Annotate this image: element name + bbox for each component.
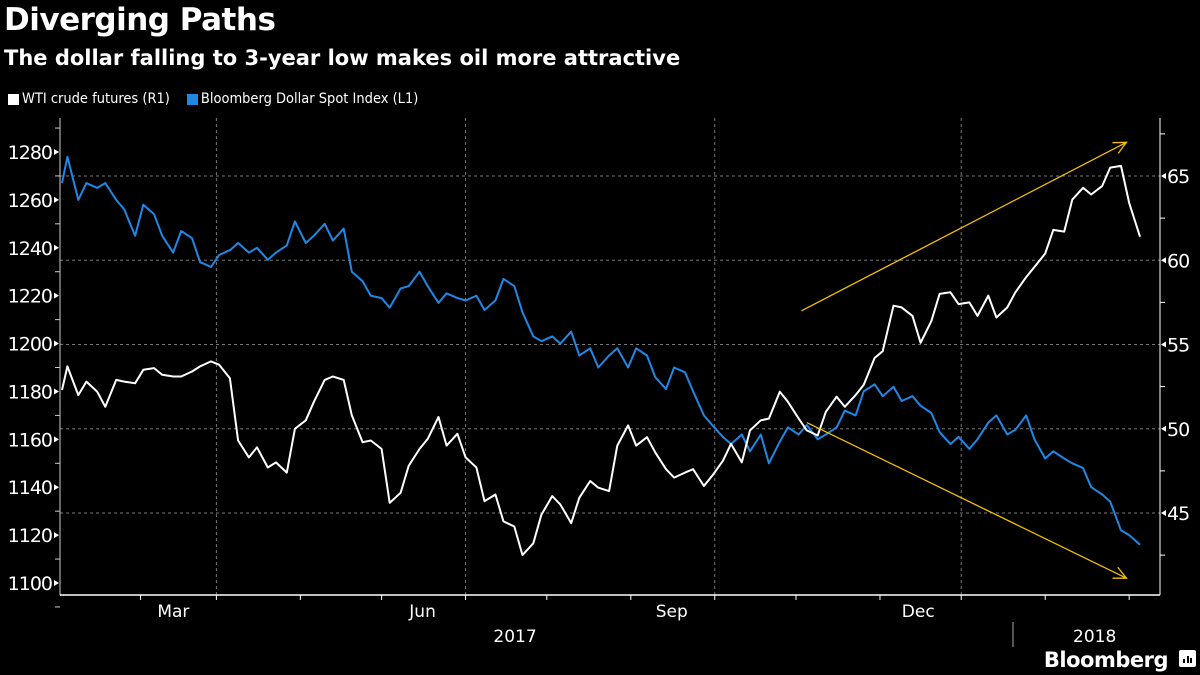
left-tick-label: 1160 xyxy=(8,429,52,451)
left-tick-marker xyxy=(54,244,59,251)
dollar-down-trend-arrow-head xyxy=(1112,566,1128,579)
right-tick-marker xyxy=(1161,425,1166,432)
right-tick-marker xyxy=(1161,257,1166,264)
legend-swatch-dollar-index xyxy=(186,93,198,105)
legend-item-dollar-index[interactable]: Bloomberg Dollar Spot Index (L1) xyxy=(186,91,419,107)
left-tick-marker xyxy=(54,388,59,395)
left-tick-label: 1280 xyxy=(8,142,52,164)
bloomberg-chart-icon xyxy=(1179,650,1196,667)
left-tick-marker xyxy=(54,149,59,155)
left-tick-marker xyxy=(54,580,59,586)
trend-arrows xyxy=(801,141,1128,579)
wti-crude-line xyxy=(61,164,1141,557)
bloomberg-logo: Bloomberg xyxy=(1043,648,1169,672)
right-tick-label: 65 xyxy=(1167,166,1189,188)
x-tick-label-jun: Jun xyxy=(408,602,436,622)
chart-subtitle: The dollar falling to 3-year low makes o… xyxy=(4,46,681,70)
right-tick-label: 50 xyxy=(1167,419,1189,441)
right-tick-label: 45 xyxy=(1167,503,1189,525)
right-tick-marker xyxy=(1161,341,1166,348)
left-tick-marker xyxy=(54,436,59,443)
gridlines xyxy=(60,118,1160,595)
left-tick-label: 1200 xyxy=(8,334,52,356)
year-label-2018: 2018 xyxy=(1073,627,1116,647)
left-tick-label: 1260 xyxy=(8,190,52,212)
left-tick-marker xyxy=(54,292,59,299)
x-tick-label-sep: Sep xyxy=(656,602,688,622)
oil-up-trend-arrow xyxy=(801,141,1127,312)
chart-legend: WTI crude futures (R1) Bloomberg Dollar … xyxy=(8,91,435,107)
left-tick-marker xyxy=(54,340,59,347)
x-tick-label-mar: Mar xyxy=(157,602,189,622)
right-tick-marker xyxy=(1161,510,1166,516)
dollar-down-trend-arrow xyxy=(806,421,1127,579)
right-tick-label: 55 xyxy=(1167,335,1189,357)
left-tick-label: 1120 xyxy=(8,525,52,547)
left-tick-label: 1100 xyxy=(8,573,52,595)
left-tick-label: 1220 xyxy=(8,286,52,308)
right-tick-label: 60 xyxy=(1167,250,1189,272)
x-tick-label-dec: Dec xyxy=(902,602,935,622)
series-lines xyxy=(61,155,1141,557)
legend-label-wti: WTI crude futures (R1) xyxy=(22,91,170,107)
left-tick-marker xyxy=(54,196,59,203)
dollar-index-line xyxy=(61,155,1141,546)
year-label-2017: 2017 xyxy=(493,627,536,647)
legend-label-dollar-index: Bloomberg Dollar Spot Index (L1) xyxy=(200,91,419,107)
left-tick-label: 1240 xyxy=(8,238,52,260)
legend-swatch-wti xyxy=(8,93,19,105)
chart-title: Diverging Paths xyxy=(4,2,276,38)
oil-up-trend-arrow-head xyxy=(1112,141,1128,154)
left-tick-marker xyxy=(54,484,59,491)
left-tick-marker xyxy=(54,532,59,539)
right-tick-marker xyxy=(1161,173,1166,179)
left-tick-label: 1140 xyxy=(8,477,52,499)
axes: 1100 1120 1140 1160 1180 1200 1220 1240 1260 1280… xyxy=(8,118,1190,647)
left-tick-label: 1180 xyxy=(8,381,52,403)
legend-item-wti[interactable]: WTI crude futures (R1) xyxy=(8,91,170,107)
